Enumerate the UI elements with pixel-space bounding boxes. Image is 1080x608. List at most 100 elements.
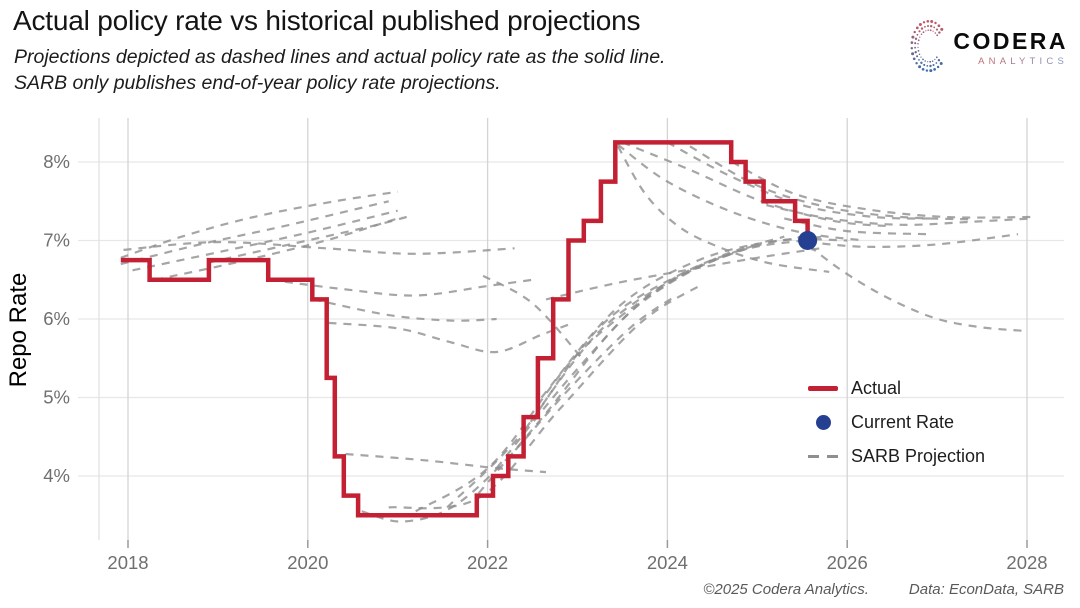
sarb-projection-line (361, 294, 678, 523)
codera-logo-text: CODERA ANALYTICS (953, 28, 1068, 67)
logo-dot (916, 26, 919, 30)
sarb-projection-line (208, 215, 407, 264)
x-tick-label: 2018 (107, 552, 148, 573)
y-tick-label: 6% (43, 308, 70, 329)
sarb-projection-line (540, 237, 848, 399)
logo-dot (914, 42, 917, 45)
logo-dot (916, 55, 919, 58)
logo-dot (913, 30, 917, 34)
logo-dot (924, 60, 927, 62)
logo-dot (940, 27, 944, 31)
logo-dot (936, 28, 939, 31)
logo-dot (936, 34, 939, 37)
x-tick-label: 2020 (287, 552, 328, 573)
x-tick-label: 2026 (827, 552, 868, 573)
logo-dot (932, 63, 935, 67)
y-tick-label: 4% (43, 465, 70, 486)
sarb-projection-line (797, 235, 1023, 332)
sarb-projection-line (495, 239, 803, 469)
logo-dot (922, 67, 925, 71)
sarb-projection-line (388, 282, 704, 510)
logo-dot (929, 69, 933, 73)
logo-dot (927, 61, 929, 63)
sarb-projection-line (154, 215, 403, 281)
sarb-projection-line (766, 204, 1032, 226)
logo-dot (917, 50, 920, 52)
subtitle-line-1: Projections depicted as dashed lines and… (14, 46, 666, 68)
sarb-projection-line (312, 298, 497, 322)
logo-dot (914, 46, 917, 49)
y-tick-label: 8% (43, 151, 70, 172)
legend-label: SARB Projection (851, 445, 986, 466)
sarb-projection-line (123, 240, 515, 255)
x-tick-label: 2022 (467, 552, 508, 573)
x-tick-label: 2028 (1006, 552, 1047, 573)
logo-dot (913, 57, 916, 61)
logo-dot (924, 25, 927, 28)
sarb-projection-line (120, 190, 398, 259)
logo-dot (921, 33, 923, 36)
chart-footer: ©2025 Codera Analytics. Data: EconData, … (703, 581, 1064, 598)
logo-dot (934, 32, 937, 34)
sarb-projection-line (120, 200, 389, 266)
logo-dot (919, 23, 923, 26)
logo-name: CODERA (953, 27, 1068, 54)
sarb-projection-line (132, 209, 398, 272)
sarb-projection-line (446, 243, 758, 509)
logo-dot (937, 65, 940, 69)
sarb-projection-line (545, 247, 821, 301)
projection-dash-swatch-icon (804, 454, 842, 458)
logo-dot (914, 51, 918, 54)
logo-dot (921, 27, 924, 30)
logo-dot (926, 65, 929, 67)
legend-item-current-rate: Current Rate (804, 405, 985, 439)
legend-label: Current Rate (851, 411, 955, 432)
logo-dot (926, 69, 929, 72)
logo-dot (925, 30, 927, 32)
logo-dot (932, 60, 934, 62)
page-title: Actual policy rate vs historical publish… (13, 5, 641, 36)
logo-dot (915, 62, 919, 65)
logo-dot (927, 24, 930, 28)
logo-dot (911, 52, 915, 56)
actual-line-swatch-icon (804, 385, 842, 391)
chart-subtitle: Projections depicted as dashed lines and… (14, 44, 665, 96)
data-source-text: Data: EconData, SARB (908, 581, 1064, 598)
logo-dot (918, 65, 922, 69)
logo-dot (916, 33, 919, 36)
sarb-projection-line (269, 278, 533, 297)
logo-dot (917, 43, 920, 45)
actual-policy-rate-line (120, 140, 810, 518)
sarb-projection-line (345, 452, 547, 474)
logo-dot (937, 24, 941, 28)
y-tick-label: 7% (43, 230, 70, 251)
legend-item-actual: Actual (804, 371, 985, 405)
sarb-projection-line (666, 141, 938, 220)
logo-dot (927, 29, 930, 31)
sarb-projection-line (689, 145, 969, 221)
logo-dot (911, 35, 915, 39)
logo-dot (919, 53, 921, 55)
codera-logo: CODERA ANALYTICS (905, 16, 1068, 78)
logo-dot (936, 56, 939, 59)
x-tick-label: 2024 (647, 552, 688, 573)
logo-dot (933, 68, 937, 71)
current-rate-dot-swatch-icon (804, 414, 842, 430)
logo-dot (929, 60, 932, 63)
legend-label: Actual (851, 377, 902, 398)
current-rate-dot (798, 231, 818, 250)
logo-dot (910, 41, 914, 44)
logo-dot (922, 31, 925, 34)
logo-dot (934, 21, 938, 25)
logo-dot (930, 25, 933, 28)
logo-subtitle: ANALYTICS (978, 55, 1068, 67)
sarb-projection-line (617, 145, 830, 273)
logo-dot (938, 59, 941, 62)
y-axis-label: Repo Rate (5, 273, 32, 388)
logo-dot (919, 36, 921, 38)
logo-dot (918, 39, 920, 42)
logo-dot (935, 62, 938, 64)
logo-dot (934, 58, 936, 61)
